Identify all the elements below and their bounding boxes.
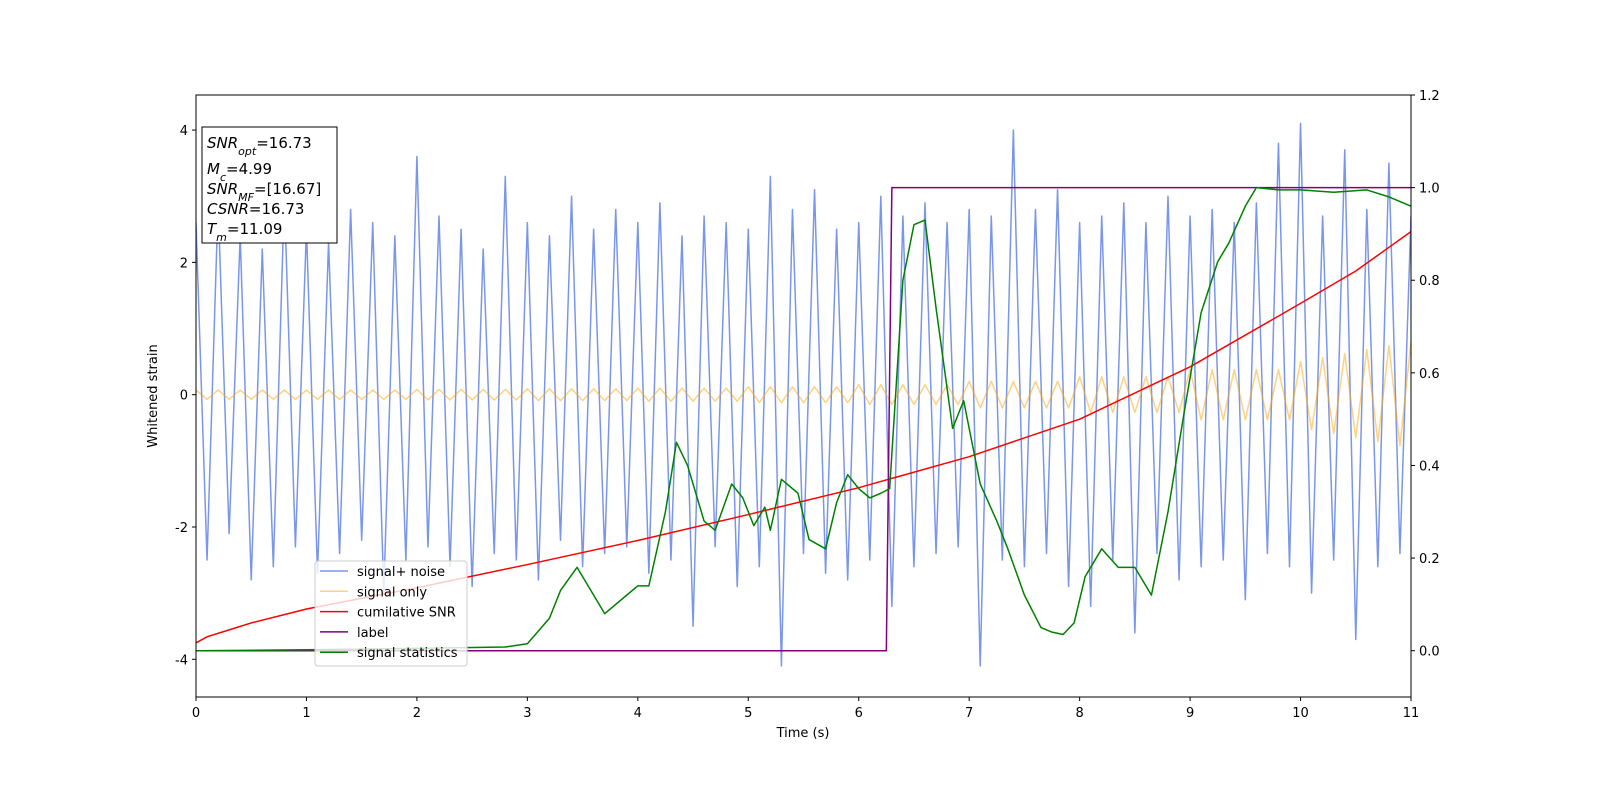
- x-tick-label: 6: [855, 706, 863, 721]
- y2-tick-label: 1.2: [1419, 89, 1440, 104]
- x-tick-label: 10: [1292, 706, 1309, 721]
- annotation-subscript: m: [216, 231, 227, 244]
- legend-label: signal statistics: [357, 646, 458, 661]
- y-tick-label: 0: [180, 389, 188, 404]
- y2-tick-label: 1.0: [1419, 182, 1440, 197]
- annotation-value: =16.73: [256, 134, 312, 152]
- series-line: [196, 230, 1411, 644]
- x-tick-label: 2: [413, 706, 421, 721]
- x-tick-label: 9: [1186, 706, 1194, 721]
- series-line: [196, 186, 1411, 652]
- annotation-line: Tm=11.09: [207, 220, 282, 244]
- annotation-line: CSNR=16.73: [207, 200, 304, 218]
- annotation-symbol: M: [207, 160, 220, 178]
- annotation-line: SNRopt=16.73: [207, 134, 312, 158]
- y2-tick-label: 0.0: [1419, 645, 1440, 660]
- y2-tick-label: 0.6: [1419, 367, 1440, 382]
- annotation-symbol: SNR: [207, 180, 238, 198]
- y-axis-label: Whitened strain: [146, 344, 161, 447]
- annotation-subscript: c: [220, 171, 226, 184]
- annotation-value: =4.99: [226, 160, 272, 178]
- x-tick-label: 8: [1075, 706, 1083, 721]
- series-line: [196, 341, 1411, 447]
- y-tick-label: -4: [175, 653, 188, 668]
- legend-label: signal+ noise: [357, 565, 445, 580]
- y2-tick-label: 0.4: [1419, 459, 1440, 474]
- y2-tick-label: 0.2: [1419, 552, 1440, 567]
- plot-frame: [195, 94, 1412, 698]
- annotation-symbol: CSNR: [207, 200, 249, 218]
- y-tick-label: 2: [180, 256, 188, 271]
- annotation-value: =11.09: [227, 220, 283, 238]
- x-tick-label: 11: [1403, 706, 1420, 721]
- y-tick-label: -2: [175, 521, 188, 536]
- annotation-symbol: T: [207, 220, 218, 238]
- series-line: [196, 186, 1411, 652]
- annotation-value: =[16.67]: [254, 180, 321, 198]
- annotation-line: SNRMF=[16.67]: [207, 180, 321, 204]
- x-tick-label: 4: [634, 706, 642, 721]
- y2-tick-label: 0.8: [1419, 274, 1440, 289]
- x-tick-label: 5: [744, 706, 752, 721]
- series-line: [196, 122, 1411, 667]
- x-axis-label: Time (s): [776, 726, 830, 741]
- legend-label: label: [357, 626, 388, 641]
- legend-label: signal only: [357, 585, 427, 600]
- x-tick-label: 1: [302, 706, 310, 721]
- x-tick-label: 3: [523, 706, 531, 721]
- annotation-subscript: MF: [238, 191, 254, 204]
- legend-label: cumilative SNR: [357, 606, 456, 621]
- annotation-box: [201, 126, 338, 244]
- y-tick-label: 4: [180, 124, 188, 139]
- annotation-value: =16.73: [249, 200, 305, 218]
- annotation-line: Mc=4.99: [207, 160, 272, 184]
- x-tick-label: 7: [965, 706, 973, 721]
- x-tick-label: 0: [192, 706, 200, 721]
- annotation-symbol: SNR: [207, 134, 238, 152]
- annotation-subscript: opt: [238, 145, 257, 158]
- legend-box: [314, 560, 468, 667]
